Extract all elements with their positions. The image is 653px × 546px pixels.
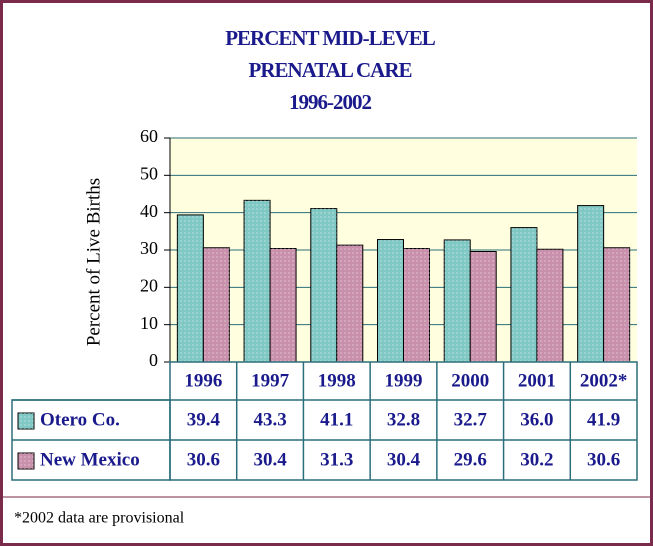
- x-tick-label: 1999: [385, 370, 423, 391]
- bar-texture: [244, 200, 271, 362]
- data-label: 41.1: [320, 409, 353, 430]
- x-tick-label: 2000: [451, 370, 489, 391]
- chart-subtitle: 1996-2002: [289, 90, 371, 114]
- data-label: 30.6: [587, 449, 620, 470]
- y-tick-label: 0: [149, 350, 158, 370]
- chart-title: PRENATAL CARE: [249, 58, 412, 82]
- bar-texture: [577, 205, 604, 362]
- data-label: 30.4: [387, 449, 421, 470]
- legend-label: Otero Co.: [40, 409, 120, 430]
- bar-texture: [377, 239, 404, 362]
- legend-label: New Mexico: [40, 449, 140, 470]
- bar-texture: [177, 214, 204, 362]
- y-tick-label: 30: [140, 238, 158, 258]
- bar-texture: [270, 248, 297, 362]
- bar-texture: [403, 248, 430, 362]
- bar-texture: [510, 227, 537, 362]
- y-tick-label: 40: [140, 201, 158, 221]
- y-tick-label: 60: [140, 126, 158, 146]
- bar-texture: [536, 249, 563, 362]
- x-tick-label: 2002*: [580, 370, 628, 391]
- y-axis-label: Percent of Live Births: [83, 178, 104, 346]
- data-label: 30.4: [253, 449, 287, 470]
- bar-texture: [470, 251, 497, 362]
- x-tick-label: 1996: [184, 370, 222, 391]
- data-label: 36.0: [520, 409, 553, 430]
- legend-swatch-texture: [18, 413, 34, 429]
- data-label: 29.6: [454, 449, 487, 470]
- data-label: 30.6: [187, 449, 220, 470]
- y-tick-label: 20: [140, 275, 158, 295]
- data-label: 32.8: [387, 409, 420, 430]
- bar-texture: [444, 239, 471, 362]
- bar-texture: [336, 245, 363, 362]
- bar-texture: [203, 247, 230, 362]
- y-tick-label: 50: [140, 163, 158, 183]
- footnote: *2002 data are provisional: [14, 510, 185, 527]
- data-label: 41.9: [587, 409, 620, 430]
- bar-texture: [310, 208, 337, 362]
- y-tick-label: 10: [140, 313, 158, 333]
- x-tick-label: 1997: [251, 370, 290, 391]
- data-label: 39.4: [187, 409, 221, 430]
- x-tick-label: 1998: [318, 370, 356, 391]
- data-label: 43.3: [253, 409, 286, 430]
- data-label: 30.2: [520, 449, 553, 470]
- bar-texture: [603, 247, 630, 362]
- x-tick-label: 2001: [518, 370, 556, 391]
- legend-swatch-texture: [18, 453, 34, 469]
- chart-title: PERCENT MID-LEVEL: [225, 26, 436, 50]
- data-label: 32.7: [454, 409, 488, 430]
- data-label: 31.3: [320, 449, 353, 470]
